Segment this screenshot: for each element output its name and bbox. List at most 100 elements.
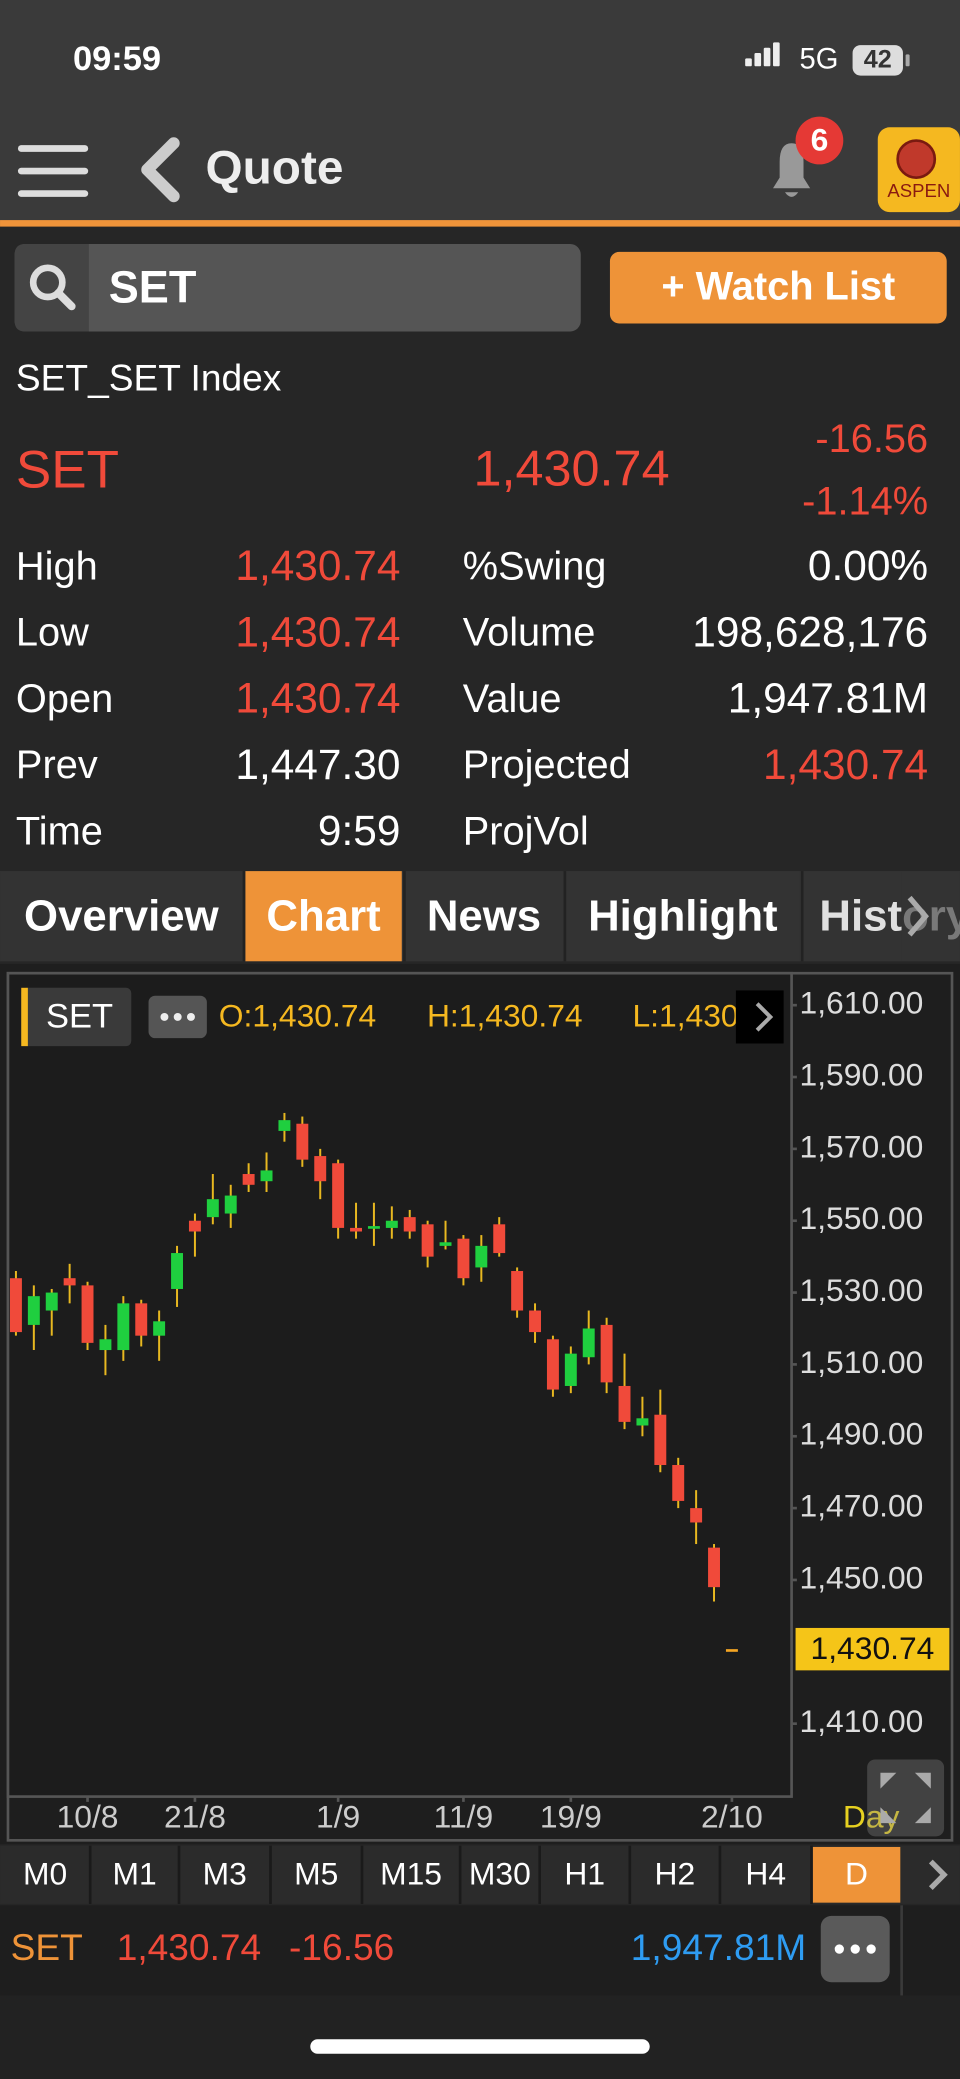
tab-label[interactable]: Overview: [24, 891, 220, 940]
ohlc-arrow[interactable]: [755, 1002, 774, 1032]
logo-globe[interactable]: [896, 139, 937, 179]
timeframe-bar-bg: [0, 1845, 960, 1904]
tab-label[interactable]: Chart: [266, 891, 381, 940]
search-bg[interactable]: [14, 243, 581, 332]
dot[interactable]: [834, 1944, 844, 1954]
chart-symbol-bg[interactable]: [21, 987, 132, 1047]
dot[interactable]: [186, 1012, 195, 1021]
timeframe-button[interactable]: M15: [380, 1856, 442, 1892]
chart-symbol-accent[interactable]: [21, 987, 28, 1047]
timeframe-separator: [269, 1845, 272, 1904]
notification-count[interactable]: 6: [811, 121, 829, 157]
footer-value: 1,947.81M: [631, 1926, 806, 1968]
signal-bar: [754, 53, 762, 67]
timeframe-label[interactable]: M1: [113, 1856, 157, 1892]
timeframe-button[interactable]: D: [812, 1846, 901, 1903]
dot[interactable]: [850, 1944, 860, 1954]
search-icon-bg[interactable]: [14, 243, 89, 332]
dot[interactable]: [866, 1944, 876, 1954]
watch-list-label[interactable]: + Watch List: [661, 265, 895, 309]
candle-body: [636, 1418, 649, 1426]
candle-body: [672, 1465, 685, 1501]
timeframe-active-bg[interactable]: [812, 1846, 901, 1903]
timeframe-scroll-arrow[interactable]: [928, 1859, 948, 1890]
candle-body: [618, 1385, 631, 1422]
back-button[interactable]: [141, 137, 180, 203]
search-query[interactable]: SET: [109, 261, 197, 312]
brand-logo[interactable]: ASPEN: [877, 127, 960, 213]
tab-bg[interactable]: [0, 871, 243, 962]
expand-bg[interactable]: [867, 1759, 945, 1837]
tab-separator: [403, 871, 406, 962]
tab-label[interactable]: News: [427, 891, 541, 940]
field-label: %Swing: [463, 544, 607, 588]
timeframe-label[interactable]: M5: [294, 1856, 338, 1892]
timeframe-label[interactable]: M3: [203, 1856, 247, 1892]
dot[interactable]: [160, 1012, 169, 1021]
field-value: 1,447.30: [235, 741, 400, 788]
timeframe-separator: [810, 1845, 813, 1904]
candle-body: [332, 1163, 345, 1228]
field-label: Volume: [463, 611, 596, 655]
notification-button[interactable]: 6: [773, 116, 844, 197]
bell-icon[interactable]: [773, 143, 811, 197]
timeframe-button[interactable]: M30: [469, 1856, 531, 1892]
home-indicator: [310, 2039, 650, 2054]
search-icon-handle[interactable]: [54, 289, 76, 311]
timeframe-label[interactable]: D: [845, 1856, 868, 1892]
footer-more-button[interactable]: [820, 1915, 890, 1983]
timeframe-button[interactable]: H4: [745, 1856, 786, 1892]
search-box[interactable]: SET: [14, 243, 581, 332]
timeframe-button[interactable]: M3: [203, 1856, 247, 1892]
timeframe-label[interactable]: H2: [655, 1856, 696, 1892]
timeframe-label[interactable]: M15: [380, 1856, 442, 1892]
timeframe-label[interactable]: M30: [469, 1856, 531, 1892]
timeframe-button[interactable]: M1: [113, 1856, 157, 1892]
candle-body: [224, 1195, 237, 1214]
tab-bg[interactable]: [405, 871, 563, 962]
timeframe-label[interactable]: H1: [564, 1856, 605, 1892]
ohlc-value: H:1,430.74: [427, 998, 583, 1034]
footer-price: 1,430.74: [117, 1926, 261, 1968]
timeframe-button[interactable]: M5: [294, 1856, 338, 1892]
tab-scroll-arrow[interactable]: [907, 895, 929, 937]
x-tick-label: 11/9: [434, 1799, 494, 1835]
watch-list-button[interactable]: + Watch List: [609, 251, 947, 324]
candle-body: [546, 1339, 559, 1390]
field-label: ProjVol: [463, 809, 589, 853]
search-icon[interactable]: [29, 264, 66, 301]
chart-options-button[interactable]: [148, 995, 207, 1039]
chart-plot-frame: [6, 971, 793, 1798]
tab[interactable]: News: [405, 871, 563, 962]
timeframe-button[interactable]: M0: [23, 1856, 67, 1892]
chart-expand-button[interactable]: [867, 1759, 945, 1837]
quote-symbol: SET: [16, 440, 119, 499]
logo-text[interactable]: ASPEN: [887, 180, 950, 201]
candle-body: [171, 1253, 183, 1289]
tab[interactable]: Overview: [0, 871, 243, 962]
chart-symbol[interactable]: SET: [46, 997, 113, 1035]
chart-period: Day: [843, 1799, 900, 1835]
timeframe-button[interactable]: H2: [655, 1856, 696, 1892]
chart-symbol-button[interactable]: SET: [21, 987, 132, 1047]
tab-label[interactable]: Highlight: [588, 891, 778, 940]
timeframe-button[interactable]: H1: [564, 1856, 605, 1892]
x-tick-label: 21/8: [164, 1799, 226, 1835]
tab-bg[interactable]: [245, 871, 402, 962]
expand-icon[interactable]: [880, 1772, 931, 1824]
watch-list-bg[interactable]: [609, 251, 947, 324]
timeframe-separator: [538, 1845, 541, 1904]
field-value: 1,947.81M: [728, 675, 928, 722]
menu-button[interactable]: [17, 145, 89, 197]
notification-badge[interactable]: [795, 116, 844, 165]
tab[interactable]: Chart: [245, 871, 402, 962]
timeframe-label[interactable]: M0: [23, 1856, 67, 1892]
tab-separator: [563, 871, 567, 962]
ohlc-value: O:1,430.74: [219, 998, 376, 1034]
timeframe-label[interactable]: H4: [745, 1856, 786, 1892]
tab-bg[interactable]: [566, 871, 800, 962]
signal-bar: [745, 58, 752, 67]
dot[interactable]: [173, 1012, 182, 1021]
y-tick-label: 1,570.00: [800, 1128, 924, 1164]
tab[interactable]: Highlight: [566, 871, 800, 962]
